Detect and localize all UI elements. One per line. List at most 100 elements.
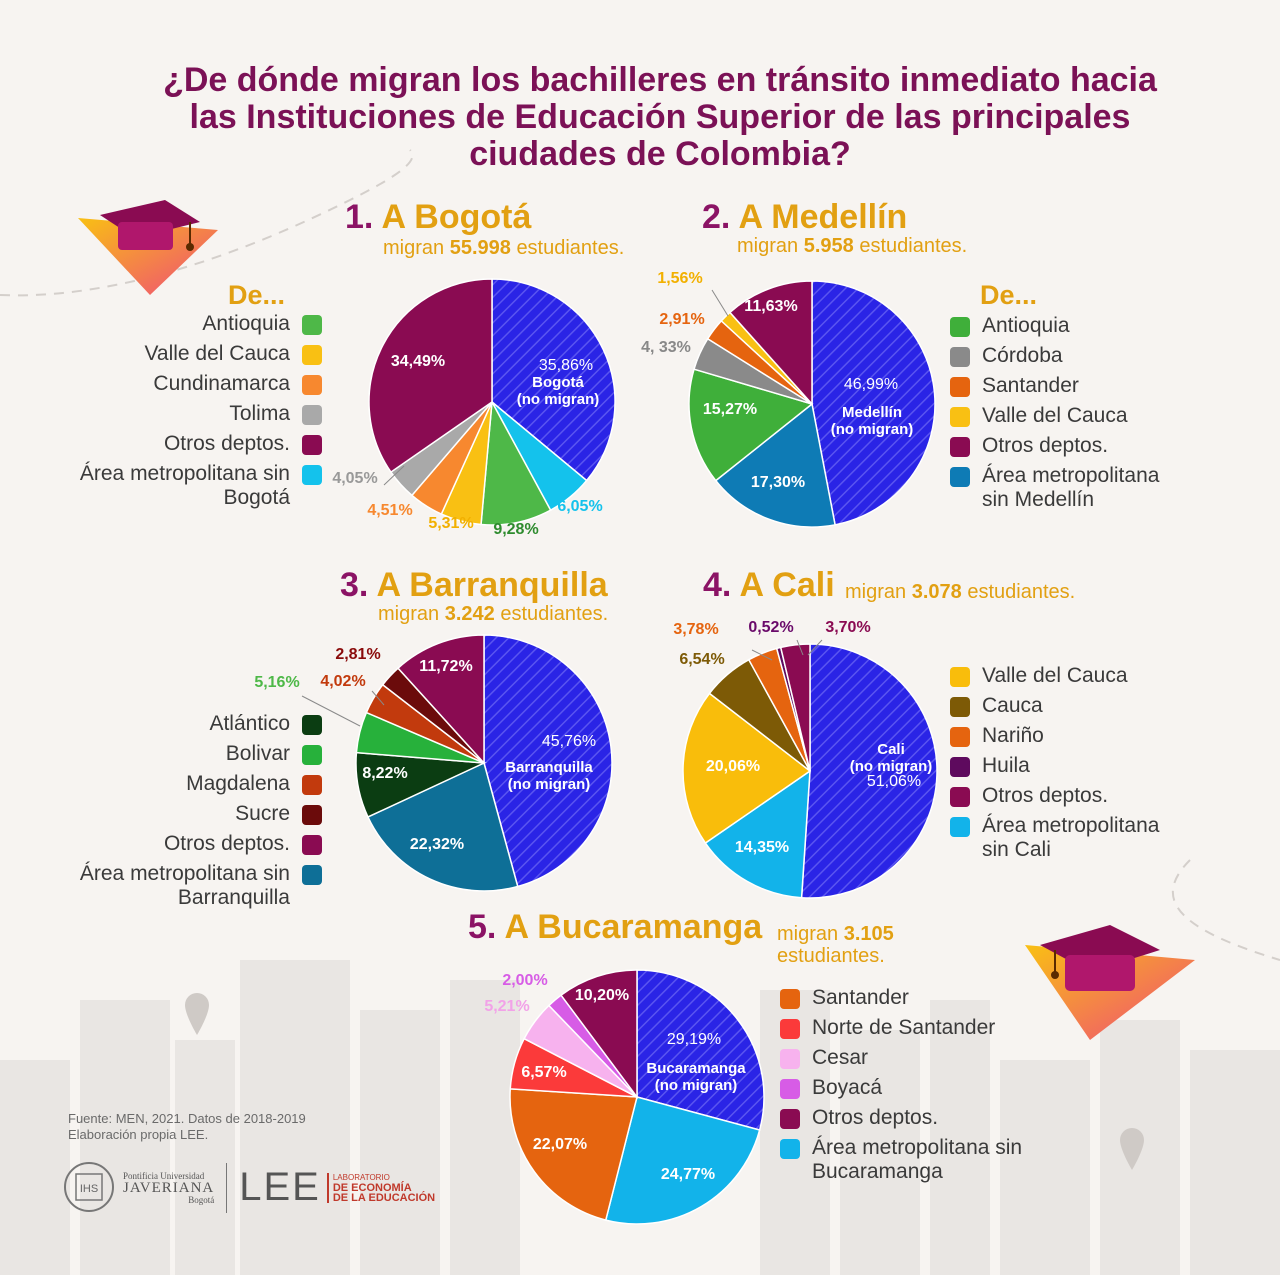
subtitle-post: estudiantes. (516, 237, 625, 259)
legend-swatch (302, 835, 322, 855)
legend-swatch (950, 667, 970, 687)
center-label: Bogotá (532, 374, 584, 391)
subtitle-barranquilla: migran 3.242 estudiantes. (378, 603, 608, 626)
legend-label: Antioquia (982, 314, 1070, 337)
section-number: 3. (340, 566, 369, 604)
data-label: 35,86% (539, 357, 593, 374)
source-line: Elaboración propia LEE. (68, 1127, 209, 1142)
pie-slice (779, 643, 811, 772)
legend-item: Otros deptos. (60, 432, 322, 462)
data-label: 4,02% (320, 673, 365, 690)
data-label: 22,07% (533, 1136, 587, 1153)
leader-line (371, 690, 385, 706)
legend-label: Nariño (982, 724, 1044, 747)
legend-swatch (302, 715, 322, 735)
legend-swatch (302, 805, 322, 825)
subtitle-post: estudiantes. (967, 581, 1076, 603)
data-label: 2,00% (502, 972, 547, 989)
map-pin-icon (185, 993, 209, 1035)
legend-label: Antioquia (202, 312, 290, 335)
legend-swatch (780, 1079, 800, 1099)
javeriana-logo-text: Pontificia Universidad JAVERIANA Bogotá (123, 1170, 214, 1206)
legend-label: Boyacá (812, 1076, 883, 1099)
data-label: 5,31% (428, 515, 473, 532)
legend-medellin: Antioquia Córdoba Santander Valle del Cauca… (950, 314, 1190, 516)
page-title: ¿De dónde migran los bachilleres en trán… (163, 61, 1157, 173)
lee-logo-text: LABORATORIO DE ECONOMÍA DE LA EDUCACIÓN (326, 1172, 435, 1203)
section-city: A Medellín (738, 198, 908, 236)
data-label: 1,56% (657, 270, 702, 287)
legend-item: Área metropolitana sin Medellín (950, 464, 1190, 516)
pie-slice (509, 1088, 638, 1222)
legend-bucaramanga: Santander Norte de Santander Cesar Boyacá Ot… (780, 986, 1040, 1188)
de-label: De... (980, 280, 1038, 310)
legend-swatch (950, 787, 970, 807)
center-label: Barranquilla (505, 759, 593, 776)
javeriana-seal-icon: IHS (64, 1162, 114, 1212)
legend-item: Otros deptos. (950, 784, 1190, 814)
legend-item: Córdoba (950, 344, 1190, 374)
pie-slice (636, 969, 765, 1131)
lee-small: LABORATORIO (332, 1172, 390, 1182)
puj-small: Pontificia Universidad (123, 1170, 205, 1181)
legend-swatch (302, 465, 322, 485)
lee-logo: LEE (239, 1165, 321, 1209)
leader-line (301, 695, 361, 727)
legend-item: Antioquia (950, 314, 1190, 344)
legend-label: Huila (982, 754, 1030, 777)
pie-slice (800, 643, 938, 899)
data-label: 0,52% (748, 619, 793, 636)
legend-label: Valle del Cauca (982, 404, 1128, 427)
legend-label: Área metropolitana sin Cali (982, 814, 1160, 861)
legend-label: Cesar (812, 1046, 869, 1069)
legend-item: Valle del Cauca (950, 404, 1190, 434)
puj-big: JAVERIANA (123, 1179, 215, 1196)
section-number: 1. (345, 198, 374, 236)
leader-line (383, 465, 405, 486)
data-label: 10,20% (575, 987, 629, 1004)
legend-item: Área metropolitana sin Barranquilla (40, 862, 322, 914)
legend-item: Tolima (60, 402, 322, 432)
leader-line (807, 639, 823, 656)
pie-slice (483, 634, 613, 888)
data-label: 34,49% (391, 353, 445, 370)
section-heading-bucaramanga: 5. A Bucaramanga (468, 908, 762, 947)
data-label: 51,06% (867, 773, 921, 790)
legend-swatch (302, 435, 322, 455)
map-pin-icon (1120, 1128, 1144, 1170)
legend-swatch (950, 757, 970, 777)
pie-slice (714, 402, 836, 528)
legend-item: Magdalena (40, 772, 322, 802)
center-label: (no migran) (508, 776, 591, 793)
section-city: A Cali (739, 566, 835, 604)
legend-swatch (950, 407, 970, 427)
legend-label: Cundinamarca (153, 372, 290, 395)
legend-label: Sucre (235, 802, 290, 825)
pie-slice (368, 278, 493, 474)
svg-text:IHS: IHS (80, 1183, 98, 1195)
data-label: 6,57% (521, 1064, 566, 1081)
legend-label: Atlántico (209, 712, 290, 735)
lee-line1: DE ECONOMÍA (332, 1181, 412, 1194)
leader-line (796, 639, 804, 656)
data-label: 20,06% (706, 758, 760, 775)
legend-swatch (302, 865, 322, 885)
legend-swatch (302, 315, 322, 335)
data-label: 11,72% (419, 658, 472, 675)
legend-swatch (302, 375, 322, 395)
pie-slice (366, 761, 519, 892)
section-city: A Bogotá (381, 198, 532, 236)
legend-item: Cesar (780, 1046, 1040, 1076)
data-label: 3,78% (673, 621, 718, 638)
legend-item: Atlántico (40, 712, 322, 742)
legend-swatch (302, 745, 322, 765)
logo-divider (226, 1162, 228, 1213)
center-label: (no migran) (850, 758, 933, 775)
section-heading-bogota: 1. A Bogotá (345, 198, 531, 237)
legend-label: Otros deptos. (982, 784, 1109, 807)
data-label: 45,76% (542, 733, 596, 750)
legend-cali: Valle del Cauca Cauca Nariño Huila Otros dep… (950, 664, 1190, 866)
pie-barranquilla (355, 634, 613, 892)
data-label: 9,28% (493, 521, 538, 538)
legend-label: Área metropolitana sin Bogotá (79, 462, 290, 509)
